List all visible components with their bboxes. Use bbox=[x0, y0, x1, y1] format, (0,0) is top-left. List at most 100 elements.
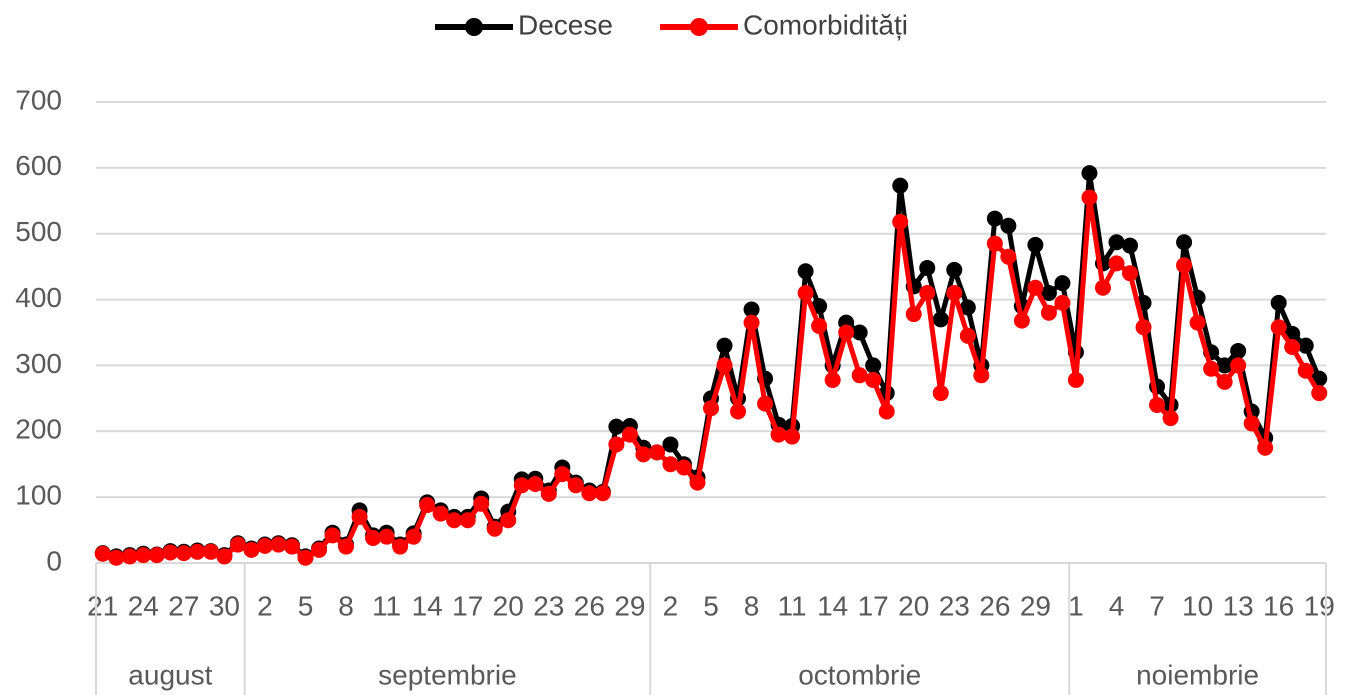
series-marker bbox=[229, 536, 246, 553]
series-marker bbox=[202, 543, 219, 560]
x-tick-label: 20 bbox=[898, 590, 929, 621]
group-label: august bbox=[128, 659, 212, 690]
series-marker bbox=[919, 259, 936, 276]
series-marker bbox=[1013, 312, 1030, 329]
series-marker bbox=[1203, 360, 1220, 377]
series-marker bbox=[419, 497, 436, 514]
series-marker bbox=[513, 477, 530, 494]
x-tick-label: 14 bbox=[817, 590, 848, 621]
series-marker bbox=[608, 418, 625, 435]
series-marker bbox=[878, 403, 895, 420]
series-marker bbox=[1054, 294, 1071, 311]
series-marker bbox=[243, 541, 260, 558]
series-marker bbox=[1216, 373, 1233, 390]
series-marker bbox=[256, 537, 273, 554]
series-marker bbox=[946, 261, 963, 278]
series-marker bbox=[432, 505, 449, 522]
series-marker bbox=[594, 485, 611, 502]
series-marker bbox=[824, 371, 841, 388]
series-marker bbox=[838, 324, 855, 341]
series-marker bbox=[446, 512, 463, 529]
series-marker bbox=[324, 527, 341, 544]
x-tick-label: 7 bbox=[1149, 590, 1165, 621]
series-marker bbox=[554, 466, 571, 483]
y-tick-label: 300 bbox=[15, 348, 62, 379]
series-marker bbox=[500, 512, 517, 529]
series-marker bbox=[1189, 314, 1206, 331]
series-marker bbox=[459, 512, 476, 529]
series-marker bbox=[1081, 189, 1098, 206]
series-marker bbox=[635, 446, 652, 463]
series-marker bbox=[1243, 415, 1260, 432]
series-marker bbox=[1270, 319, 1287, 336]
series-marker bbox=[851, 367, 868, 384]
series-marker bbox=[662, 436, 679, 453]
series-marker bbox=[581, 485, 598, 502]
series-marker bbox=[338, 538, 355, 555]
series-marker bbox=[851, 324, 868, 341]
series-marker bbox=[1081, 165, 1098, 182]
series-marker bbox=[486, 520, 503, 537]
x-tick-label: 2 bbox=[257, 590, 273, 621]
x-tick-label: 17 bbox=[452, 590, 483, 621]
x-tick-label: 14 bbox=[412, 590, 443, 621]
x-tick-label: 24 bbox=[128, 590, 159, 621]
x-tick-label: 29 bbox=[614, 590, 645, 621]
legend-marker bbox=[465, 18, 483, 36]
x-tick-label: 8 bbox=[338, 590, 354, 621]
series-marker bbox=[959, 299, 976, 316]
series-marker bbox=[1000, 217, 1017, 234]
series-marker bbox=[378, 528, 395, 545]
series-marker bbox=[865, 371, 882, 388]
x-tick-label: 8 bbox=[744, 590, 760, 621]
y-tick-label: 100 bbox=[15, 480, 62, 511]
series-marker bbox=[811, 317, 828, 334]
series-marker bbox=[1230, 357, 1247, 374]
legend-label: Comorbidități bbox=[743, 9, 908, 40]
series-marker bbox=[689, 474, 706, 491]
group-label: noiembrie bbox=[1136, 659, 1259, 690]
series-marker bbox=[932, 385, 949, 402]
series-marker bbox=[1311, 385, 1328, 402]
series-marker bbox=[1108, 234, 1125, 251]
series-marker bbox=[1000, 248, 1017, 265]
y-tick-label: 500 bbox=[15, 216, 62, 247]
series-marker bbox=[743, 301, 760, 318]
series-marker bbox=[148, 547, 165, 564]
series-marker bbox=[919, 284, 936, 301]
series-marker bbox=[743, 314, 760, 331]
series-marker bbox=[986, 235, 1003, 252]
x-tick-label: 16 bbox=[1263, 590, 1294, 621]
series-marker bbox=[797, 284, 814, 301]
series-marker bbox=[216, 548, 233, 565]
series-marker bbox=[1257, 439, 1274, 456]
x-tick-label: 13 bbox=[1223, 590, 1254, 621]
x-tick-label: 26 bbox=[979, 590, 1010, 621]
series-marker bbox=[473, 495, 490, 512]
x-tick-label: 29 bbox=[1020, 590, 1051, 621]
series-marker bbox=[1162, 410, 1179, 427]
x-tick-label: 2 bbox=[663, 590, 679, 621]
series-marker bbox=[351, 508, 368, 525]
series-marker bbox=[1135, 319, 1152, 336]
x-tick-label: 23 bbox=[939, 590, 970, 621]
x-tick-label: 21 bbox=[87, 590, 118, 621]
x-tick-label: 27 bbox=[168, 590, 199, 621]
series-marker bbox=[1094, 279, 1111, 296]
series-marker bbox=[297, 549, 314, 566]
series-marker bbox=[365, 529, 382, 546]
series-marker bbox=[946, 284, 963, 301]
legend: Decese Comorbidități bbox=[435, 9, 908, 40]
series-marker bbox=[1040, 304, 1057, 321]
series-marker bbox=[311, 541, 328, 558]
x-tick-label: 11 bbox=[372, 590, 401, 621]
series-marker bbox=[973, 367, 990, 384]
series-marker bbox=[716, 337, 733, 354]
series-marker bbox=[703, 400, 719, 417]
series-marker bbox=[94, 545, 111, 562]
series-marker bbox=[905, 306, 922, 323]
x-tick-label: 11 bbox=[778, 590, 807, 621]
series-marker bbox=[1122, 265, 1139, 282]
x-tick-label: 26 bbox=[574, 590, 605, 621]
